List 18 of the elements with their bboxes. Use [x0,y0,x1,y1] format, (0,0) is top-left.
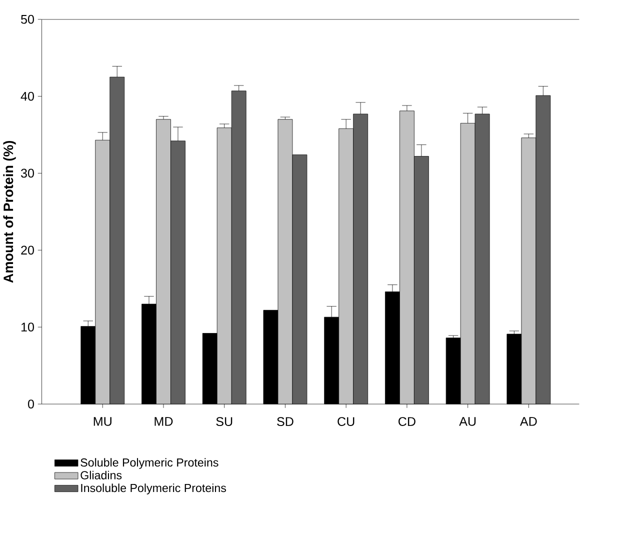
y-tick-label: 40 [20,92,34,101]
legend-label: Soluble Polymeric Proteins [80,458,218,470]
y-tick-label: 50 [21,15,34,24]
y-tick-label: 30 [20,169,34,178]
y-tick-label: 10 [21,322,34,332]
y-tick-label: 0 [28,400,34,409]
x-tick-label: CU [338,417,354,426]
x-tick-label: CD [398,417,416,426]
legend-label: Gliadins [80,471,122,480]
legend-label: Insoluble Polymeric Proteins [81,484,226,495]
x-tick-label: AU [459,417,476,426]
y-axis-title: Amount of Protein (%) [3,141,16,284]
x-tick-label: MD [154,417,173,426]
x-tick-label: SD [277,417,294,426]
x-tick-label: SU [216,417,232,426]
x-tick-label: MU [94,417,112,426]
y-tick-label: 20 [21,246,34,255]
x-tick-label: AD [520,417,537,426]
